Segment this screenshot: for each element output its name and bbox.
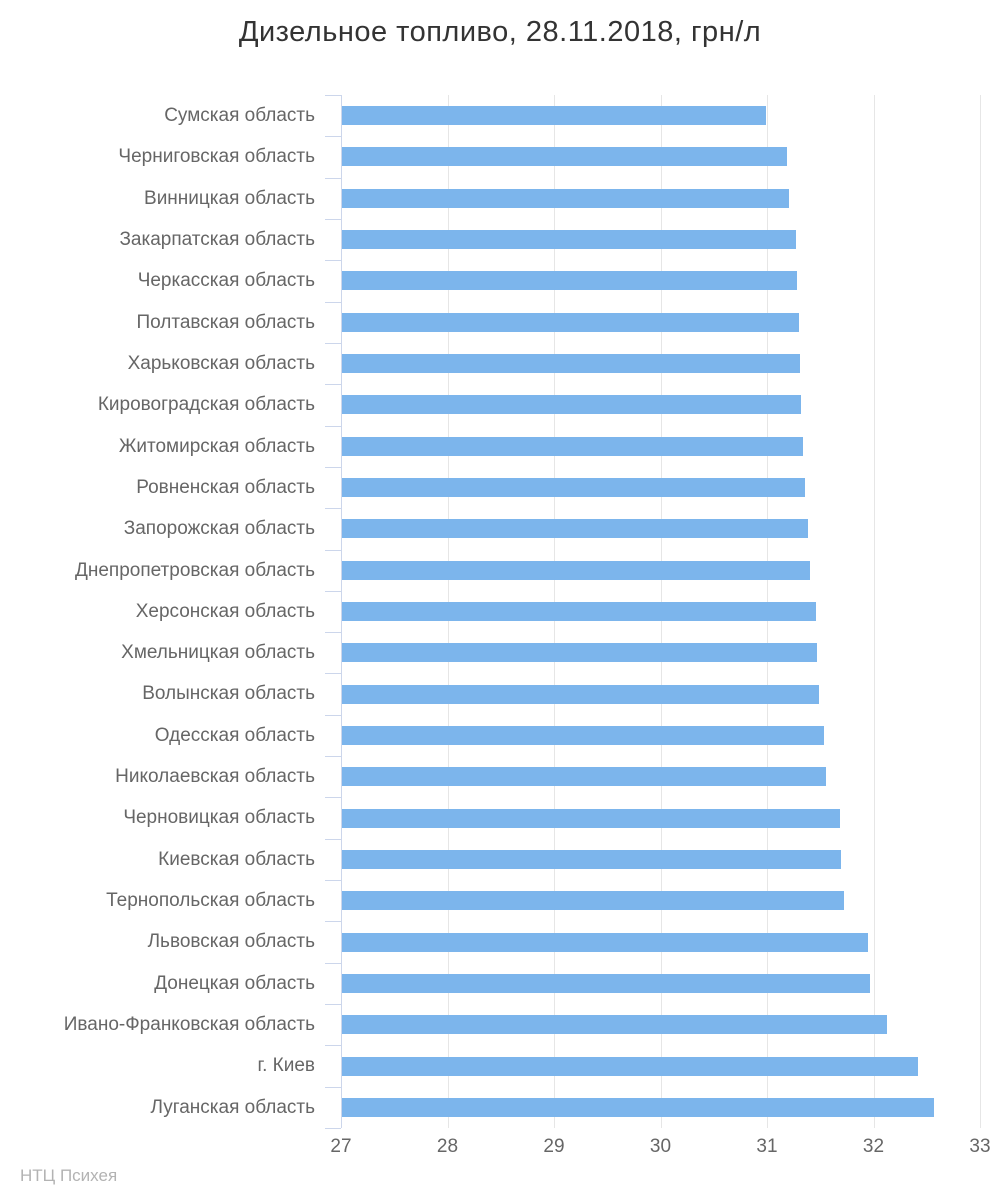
bar-21 [342, 932, 869, 952]
category-label: Днепропетровская область [74, 559, 315, 581]
category-tick [325, 797, 341, 799]
value-tick-label: 28 [436, 1136, 459, 1157]
category-tick [325, 838, 341, 840]
category-label: Житомирская область [118, 435, 315, 457]
category-axis-line [341, 95, 342, 1128]
category-label: Волынская область [142, 683, 315, 705]
value-tick-label: 33 [969, 1136, 991, 1157]
category-tick [325, 632, 341, 634]
bar-18 [342, 808, 841, 828]
category-label: Одесская область [154, 724, 315, 746]
category-tick [325, 177, 341, 179]
category-label: Хмельницкая область [121, 642, 315, 664]
bar-13 [342, 602, 816, 621]
bar-25 [342, 1097, 935, 1117]
category-label: Запорожская область [123, 518, 315, 540]
value-tick-label: 31 [756, 1136, 778, 1157]
category-tick [325, 508, 341, 510]
category-tick [325, 549, 341, 551]
bar-6 [342, 312, 799, 332]
category-label: Луганская область [150, 1096, 315, 1118]
chart-title: Дизельное топливо, 28.11.2018, грн/л [238, 16, 762, 48]
category-tick [325, 384, 341, 386]
category-label: Черкасская область [137, 270, 315, 292]
category-label: Ровненская область [136, 476, 315, 498]
bar-1 [342, 106, 766, 126]
category-tick [325, 962, 341, 964]
category-tick [325, 714, 341, 716]
category-label: Тернопольская область [106, 890, 315, 912]
category-label: Кировоградская область [97, 394, 315, 416]
bar-5 [342, 271, 797, 291]
category-tick [325, 921, 341, 923]
gridline-32 [873, 95, 875, 1128]
category-tick [325, 1086, 341, 1088]
category-label: Винницкая область [144, 187, 315, 209]
category-label: Херсонская область [135, 600, 315, 622]
value-tick-label: 27 [330, 1136, 352, 1157]
category-tick [325, 1045, 341, 1047]
category-label: Киевская область [158, 848, 315, 870]
category-label: г. Киев [257, 1055, 315, 1077]
category-label: Ивано-Франковская область [63, 1014, 315, 1036]
category-tick [325, 301, 341, 303]
bar-2 [342, 147, 788, 167]
bar-16 [342, 725, 825, 745]
category-tick [325, 218, 341, 220]
category-label: Черниговская область [118, 146, 315, 168]
bar-22 [342, 973, 871, 993]
value-axis-labels: 27 28 29 30 31 32 33 [330, 1136, 990, 1166]
category-tick [325, 1004, 341, 1006]
gridline-33 [980, 95, 981, 1128]
category-tick [325, 466, 341, 468]
source-watermark: НТЦ Психея [20, 1166, 118, 1185]
category-tick [325, 756, 341, 758]
category-tick [325, 95, 341, 96]
category-label: Черновицкая область [123, 807, 315, 829]
value-tick-label: 29 [543, 1136, 565, 1157]
bar-8 [342, 395, 801, 415]
category-tick [325, 880, 341, 882]
category-label: Николаевская область [115, 766, 315, 788]
category-axis-labels: Сумская область Черниговская область Винни… [0, 95, 315, 1128]
category-label: Закарпатская область [119, 228, 315, 250]
category-label: Донецкая область [154, 972, 315, 994]
value-tick-label: 32 [862, 1136, 885, 1157]
bar-9 [342, 436, 804, 456]
bar-20 [342, 891, 844, 911]
plot-area [325, 95, 981, 1129]
category-tick [325, 425, 341, 427]
bar-12 [342, 560, 810, 580]
category-label: Львовская область [147, 931, 315, 953]
category-label: Сумская область [164, 105, 315, 126]
category-label: Полтавская область [136, 311, 315, 333]
category-tick [325, 673, 341, 675]
bar-19 [342, 849, 842, 869]
bar-7 [342, 354, 800, 374]
bar-10 [342, 478, 806, 498]
category-tick [325, 1128, 341, 1129]
bar-3 [342, 188, 790, 208]
value-tick-label: 30 [649, 1136, 672, 1157]
bar-23 [342, 1015, 888, 1035]
category-tick [325, 342, 341, 344]
bar-15 [342, 684, 820, 704]
category-tick [325, 590, 341, 592]
category-tick [325, 260, 341, 262]
bar-14 [342, 643, 817, 663]
bar-17 [342, 767, 826, 787]
category-tick [325, 136, 341, 138]
bar-24 [342, 1056, 919, 1076]
bar-11 [342, 519, 809, 539]
bar-4 [342, 230, 796, 250]
category-label: Харьковская область [127, 352, 315, 374]
